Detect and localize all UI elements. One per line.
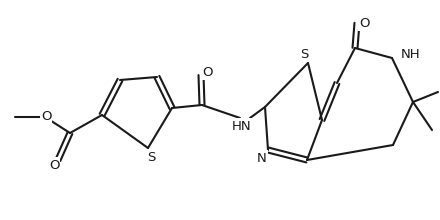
Text: NH: NH xyxy=(401,48,421,60)
Text: O: O xyxy=(41,110,51,123)
Text: S: S xyxy=(147,150,155,163)
Text: N: N xyxy=(257,152,267,165)
Text: S: S xyxy=(300,48,308,60)
Text: O: O xyxy=(49,158,59,172)
Text: O: O xyxy=(359,16,369,29)
Text: HN: HN xyxy=(232,119,252,132)
Text: O: O xyxy=(202,66,212,79)
